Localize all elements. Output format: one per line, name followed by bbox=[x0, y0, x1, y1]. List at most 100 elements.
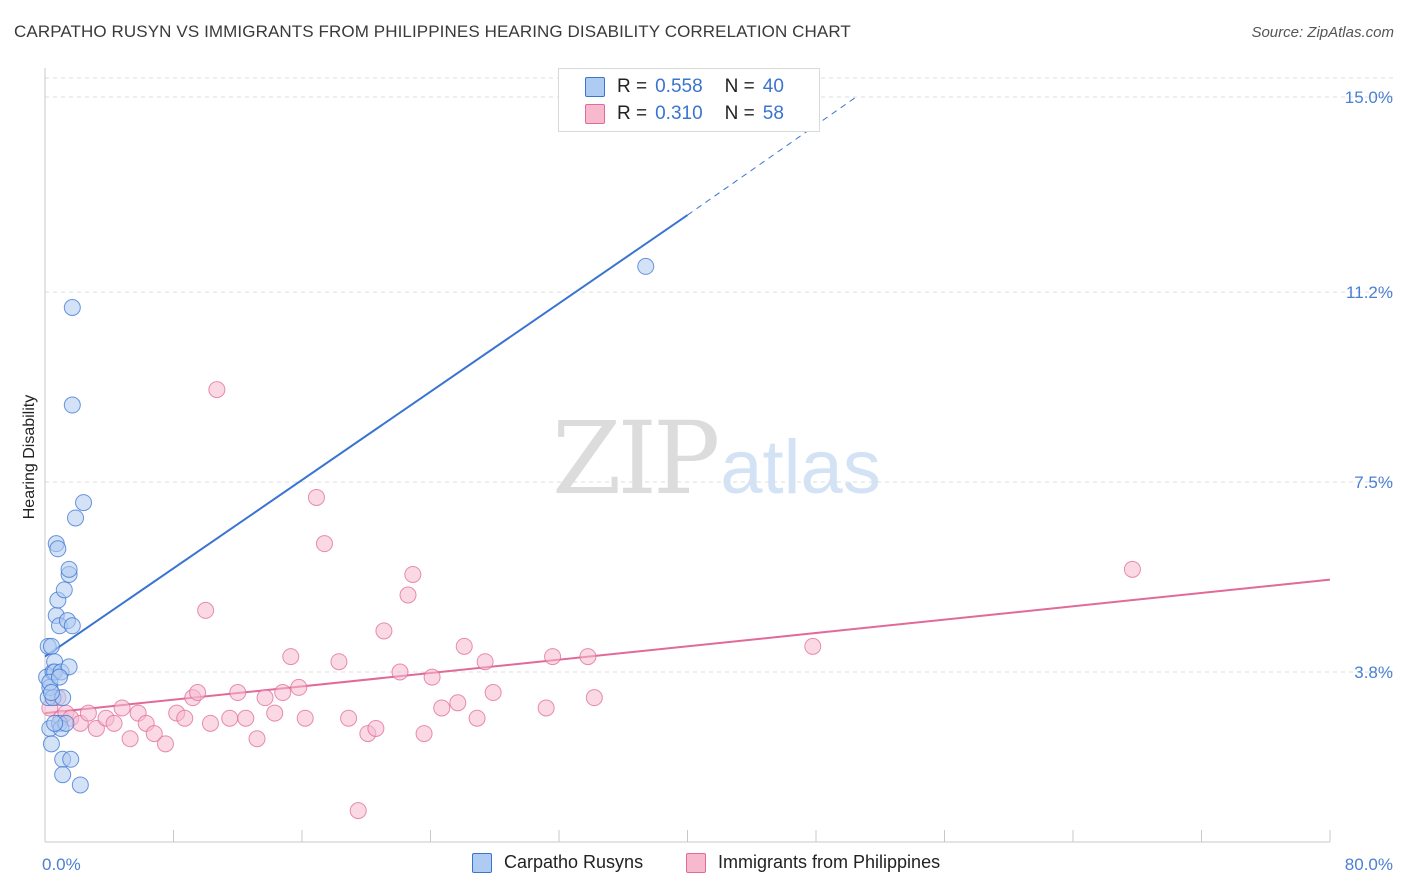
chart-title: CARPATHO RUSYN VS IMMIGRANTS FROM PHILIP… bbox=[14, 22, 851, 41]
point-immigrants-philippines bbox=[189, 684, 207, 702]
point-carpatho-rusyns bbox=[54, 766, 72, 784]
point-immigrants-philippines bbox=[156, 735, 174, 753]
point-immigrants-philippines bbox=[804, 637, 822, 655]
point-immigrants-philippines bbox=[449, 694, 467, 712]
stats-legend: R = 0.558 N = 40 R = 0.310 N = 58 bbox=[558, 68, 820, 132]
point-immigrants-philippines bbox=[391, 663, 409, 681]
y-axis-title: Hearing Disability bbox=[21, 395, 38, 520]
point-immigrants-philippines bbox=[237, 709, 255, 727]
point-immigrants-philippines bbox=[579, 648, 597, 666]
point-carpatho-rusyns bbox=[637, 257, 655, 275]
y-tick-label: 7.5% bbox=[1354, 473, 1393, 492]
y-tick-label: 15.0% bbox=[1345, 88, 1393, 107]
point-immigrants-philippines bbox=[282, 648, 300, 666]
point-immigrants-philippines bbox=[544, 648, 562, 666]
point-carpatho-rusyns bbox=[75, 494, 93, 512]
point-immigrants-philippines bbox=[367, 719, 385, 737]
legend-swatch-pink bbox=[686, 852, 706, 873]
point-immigrants-philippines bbox=[404, 565, 422, 583]
legend-item-immigrants-philippines: Immigrants from Philippines bbox=[686, 852, 940, 873]
point-immigrants-philippines bbox=[201, 714, 219, 732]
point-carpatho-rusyns bbox=[71, 776, 89, 794]
legend-label: Immigrants from Philippines bbox=[718, 852, 941, 872]
legend-swatch-blue bbox=[472, 852, 492, 873]
legend-swatch-pink bbox=[585, 104, 605, 124]
point-immigrants-philippines bbox=[229, 684, 247, 702]
point-carpatho-rusyns bbox=[49, 540, 67, 558]
point-immigrants-philippines bbox=[296, 709, 314, 727]
point-immigrants-philippines bbox=[476, 653, 494, 671]
legend-r-label: R = bbox=[617, 76, 648, 97]
point-immigrants-philippines bbox=[248, 730, 266, 748]
point-carpatho-rusyns bbox=[46, 714, 64, 732]
point-carpatho-rusyns bbox=[62, 750, 80, 768]
data-points bbox=[38, 257, 1141, 820]
legend-swatch-blue bbox=[585, 77, 605, 97]
point-immigrants-philippines bbox=[330, 653, 348, 671]
point-carpatho-rusyns bbox=[63, 298, 81, 316]
point-immigrants-philippines bbox=[468, 709, 486, 727]
trend-line-immigrants-philippines bbox=[44, 578, 1331, 715]
trend-line-extension bbox=[687, 96, 857, 216]
point-immigrants-philippines bbox=[484, 684, 502, 702]
point-immigrants-philippines bbox=[290, 678, 308, 696]
x-tick-label: 80.0% bbox=[1345, 855, 1393, 874]
point-immigrants-philippines bbox=[208, 381, 226, 399]
point-immigrants-philippines bbox=[349, 802, 367, 820]
point-immigrants-philippines bbox=[433, 699, 451, 717]
point-immigrants-philippines bbox=[423, 668, 441, 686]
point-carpatho-rusyns bbox=[67, 509, 85, 527]
point-immigrants-philippines bbox=[197, 601, 215, 619]
legend-row-carpatho: R = 0.558 N = 40 bbox=[585, 75, 784, 99]
point-immigrants-philippines bbox=[399, 586, 417, 604]
point-immigrants-philippines bbox=[145, 725, 163, 743]
point-carpatho-rusyns bbox=[50, 668, 68, 686]
series-legend: Carpatho Rusyns Immigrants from Philippi… bbox=[0, 852, 1406, 878]
point-carpatho-rusyns bbox=[63, 617, 81, 635]
legend-row-philippines: R = 0.310 N = 58 bbox=[585, 102, 784, 126]
point-carpatho-rusyns bbox=[63, 396, 81, 414]
point-immigrants-philippines bbox=[121, 730, 139, 748]
point-immigrants-philippines bbox=[79, 704, 97, 722]
trend-line-carpatho-rusyns bbox=[44, 214, 689, 658]
legend-item-carpatho-rusyns: Carpatho Rusyns bbox=[472, 852, 643, 873]
point-immigrants-philippines bbox=[221, 709, 239, 727]
x-tick-label: 0.0% bbox=[42, 855, 81, 874]
point-immigrants-philippines bbox=[274, 684, 292, 702]
point-immigrants-philippines bbox=[415, 725, 433, 743]
legend-n-value: 40 bbox=[762, 76, 784, 97]
point-carpatho-rusyns bbox=[42, 735, 60, 753]
point-carpatho-rusyns bbox=[55, 581, 73, 599]
legend-r-value: 0.558 bbox=[655, 76, 703, 97]
point-immigrants-philippines bbox=[105, 714, 123, 732]
point-carpatho-rusyns bbox=[60, 560, 78, 578]
point-immigrants-philippines bbox=[256, 689, 274, 707]
legend-n-label: N = bbox=[724, 103, 755, 124]
legend-r-label: R = bbox=[617, 103, 648, 124]
point-immigrants-philippines bbox=[537, 699, 555, 717]
point-immigrants-philippines bbox=[315, 535, 333, 553]
point-immigrants-philippines bbox=[375, 622, 393, 640]
point-immigrants-philippines bbox=[176, 709, 194, 727]
point-immigrants-philippines bbox=[307, 488, 325, 506]
legend-n-label: N = bbox=[724, 76, 755, 97]
axis-labels: 3.8% 7.5% 11.2% 15.0% 0.0% 80.0% Hearing Disab… bbox=[21, 88, 1393, 874]
source-label: Source: ZipAtlas.com bbox=[1251, 24, 1394, 41]
y-tick-label: 11.2% bbox=[1346, 283, 1393, 302]
point-carpatho-rusyns bbox=[42, 684, 60, 702]
legend-label: Carpatho Rusyns bbox=[504, 852, 644, 872]
point-immigrants-philippines bbox=[266, 704, 284, 722]
point-carpatho-rusyns bbox=[42, 637, 60, 655]
legend-n-value: 58 bbox=[762, 103, 784, 124]
point-immigrants-philippines bbox=[113, 699, 131, 717]
y-tick-label: 3.8% bbox=[1354, 663, 1393, 682]
point-immigrants-philippines bbox=[340, 709, 358, 727]
point-immigrants-philippines bbox=[455, 637, 473, 655]
point-immigrants-philippines bbox=[585, 689, 603, 707]
trend-lines bbox=[44, 96, 1331, 715]
grid-lines bbox=[45, 77, 1395, 673]
point-immigrants-philippines bbox=[1123, 560, 1141, 578]
legend-r-value: 0.310 bbox=[655, 103, 703, 124]
axes bbox=[44, 68, 1331, 843]
